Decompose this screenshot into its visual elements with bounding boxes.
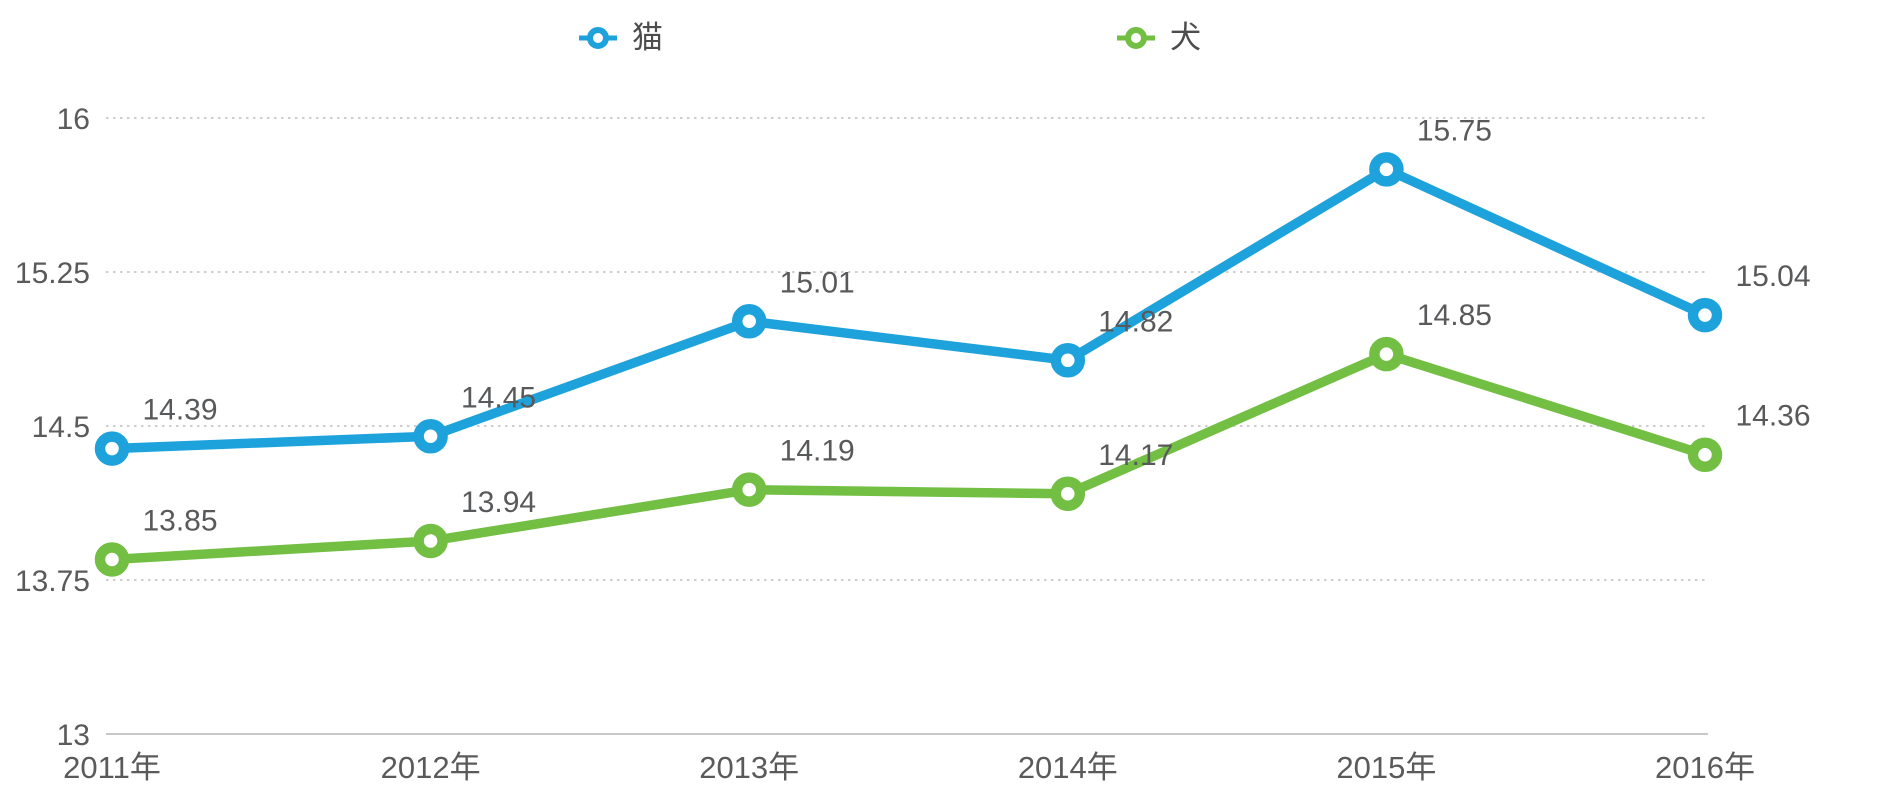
x-tick-label: 2014年 [1018,750,1118,785]
data-label: 15.01 [780,266,855,299]
x-tick-label: 2016年 [1655,750,1755,785]
data-point-marker[interactable] [94,431,130,466]
data-label: 14.82 [1098,305,1173,338]
cat-series-marker-icon [579,27,617,49]
data-point-marker[interactable] [731,472,767,507]
data-point-marker[interactable] [94,542,130,577]
data-label: 14.17 [1098,439,1173,472]
y-tick-label: 13.75 [15,565,90,598]
x-tick-label: 2015年 [1336,750,1436,785]
x-tick-label: 2011年 [63,750,161,785]
data-label: 13.94 [461,486,536,519]
data-label: 14.19 [780,435,855,468]
data-label: 14.36 [1735,400,1810,433]
legend-item-cat[interactable]: 猫 [578,22,663,54]
data-point-marker[interactable] [731,304,767,339]
series-line-猫 [107,164,1710,454]
dog-series-marker-icon [1117,27,1155,49]
data-label: 14.39 [142,394,217,427]
data-point-marker[interactable] [413,523,448,559]
legend-item-dog[interactable]: 犬 [1116,22,1201,54]
x-tick-label: 2012年 [381,750,481,785]
y-tick-label: 16 [57,103,90,136]
y-tick-label: 14.5 [32,411,90,444]
data-point-marker[interactable] [1050,343,1086,378]
data-label: 14.85 [1417,299,1492,332]
data-label: 14.45 [461,381,536,414]
legend-label-dog: 犬 [1170,20,1201,55]
data-point-marker[interactable] [1687,297,1723,333]
chart-legend: 猫 犬 [0,22,1898,58]
y-tick-label: 15.25 [15,257,90,290]
data-point-marker[interactable] [413,419,448,454]
data-point-marker[interactable] [1050,476,1086,512]
data-label: 13.85 [142,504,217,537]
data-point-marker[interactable] [1369,152,1404,187]
data-label: 15.75 [1417,114,1492,147]
series-line-犬 [107,349,1710,565]
data-point-marker[interactable] [1687,437,1723,472]
legend-label-cat: 猫 [632,20,663,55]
x-tick-label: 2013年 [699,750,799,785]
data-label: 15.04 [1735,260,1810,293]
y-tick-label: 13 [57,719,90,752]
data-point-marker[interactable] [1369,336,1404,372]
